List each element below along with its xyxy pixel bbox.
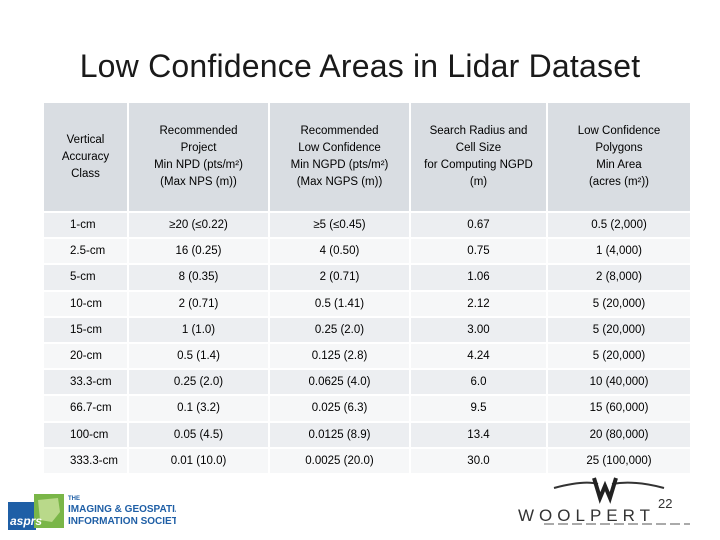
table-cell: 0.1 (3.2)	[128, 395, 270, 422]
table-cell: 1 (1.0)	[128, 316, 270, 343]
table-cell: 4 (0.50)	[269, 238, 411, 265]
table-cell: 5 (20,000)	[547, 316, 690, 343]
table-cell: 10-cm	[44, 290, 129, 317]
header-project-npd: Recommended Project Min NPD (pts/m²) (Ma…	[128, 103, 270, 212]
table-cell: 5-cm	[44, 264, 129, 291]
table-row: 15-cm 1 (1.0) 0.25 (2.0) 3.00 5 (20,000)	[44, 316, 690, 343]
table-cell: 33.3-cm	[44, 369, 129, 396]
table-cell: 1.06	[410, 264, 548, 291]
asprs-logo-map-shape	[38, 498, 60, 522]
table-row: 5-cm 8 (0.35) 2 (0.71) 1.06 2 (8,000)	[44, 264, 690, 291]
table-cell: 100-cm	[44, 421, 129, 448]
table-row: 100-cm 0.05 (4.5) 0.0125 (8.9) 13.4 20 (…	[44, 421, 690, 448]
table-cell: 0.25 (2.0)	[128, 369, 270, 396]
woolpert-arc-left	[553, 481, 599, 489]
table-cell: 2 (8,000)	[547, 264, 690, 291]
table-cell: 0.5 (2,000)	[547, 212, 690, 239]
woolpert-w-mark	[592, 477, 618, 504]
asprs-logo-blue-block	[8, 502, 36, 530]
table-cell: 2 (0.71)	[128, 290, 270, 317]
table-row: 333.3-cm 0.01 (10.0) 0.0025 (20.0) 30.0 …	[44, 447, 690, 473]
table-cell: 20 (80,000)	[547, 421, 690, 448]
table-row: 2.5-cm 16 (0.25) 4 (0.50) 0.75 1 (4,000)	[44, 238, 690, 265]
table-cell: 0.0625 (4.0)	[269, 369, 411, 396]
table-cell: 2 (0.71)	[269, 264, 411, 291]
woolpert-logo: WOOLPERT	[518, 477, 690, 525]
table-cell: 1-cm	[44, 212, 129, 239]
table-cell: 4.24	[410, 342, 548, 370]
table-cell: ≥20 (≤0.22)	[128, 212, 270, 239]
table-row: 10-cm 2 (0.71) 0.5 (1.41) 2.12 5 (20,000…	[44, 290, 690, 317]
table-cell: 0.5 (1.4)	[128, 342, 270, 370]
table-cell: ≥5 (≤0.45)	[269, 212, 411, 239]
slide-title: Low Confidence Areas in Lidar Dataset	[79, 48, 641, 84]
header-search-radius: Search Radius and Cell Size for Computin…	[410, 103, 548, 212]
table-cell: 0.0025 (20.0)	[269, 447, 411, 473]
specifications-table: Vertical Accuracy Class Recommended Proj…	[44, 103, 690, 473]
table-cell: 2.12	[410, 290, 548, 317]
header-low-confidence-ngpd: Recommended Low Confidence Min NGPD (pts…	[269, 103, 411, 212]
woolpert-arc-right	[611, 481, 665, 489]
table-cell: 15-cm	[44, 316, 129, 343]
asprs-logo: asprs THE IMAGING & GEOSPATIAL INFORMATI…	[8, 494, 176, 530]
table-cell: 8 (0.35)	[128, 264, 270, 291]
table-cell: 0.75	[410, 238, 548, 265]
asprs-logo-line2: IMAGING & GEOSPATIAL	[68, 504, 176, 515]
table-cell: 1 (4,000)	[547, 238, 690, 265]
asprs-logo-word: asprs	[10, 514, 42, 528]
table-cell: 20-cm	[44, 342, 129, 370]
table-header-row: Vertical Accuracy Class Recommended Proj…	[44, 103, 690, 212]
table-cell: 25 (100,000)	[547, 447, 690, 473]
table-cell: 16 (0.25)	[128, 238, 270, 265]
table-cell: 0.25 (2.0)	[269, 316, 411, 343]
table-cell: 2.5-cm	[44, 238, 129, 265]
table-cell: 13.4	[410, 421, 548, 448]
table-cell: 5 (20,000)	[547, 342, 690, 370]
table-cell: 6.0	[410, 369, 548, 396]
woolpert-word: WOOLPERT	[518, 506, 655, 525]
table-cell: 0.025 (6.3)	[269, 395, 411, 422]
table-cell: 0.05 (4.5)	[128, 421, 270, 448]
table-row: 20-cm 0.5 (1.4) 0.125 (2.8) 4.24 5 (20,0…	[44, 342, 690, 370]
table-cell: 3.00	[410, 316, 548, 343]
table-cell: 9.5	[410, 395, 548, 422]
header-polygon-min-area: Low Confidence Polygons Min Area (acres …	[547, 103, 690, 212]
table-cell: 0.125 (2.8)	[269, 342, 411, 370]
table-cell: 66.7-cm	[44, 395, 129, 422]
table-row: 33.3-cm 0.25 (2.0) 0.0625 (4.0) 6.0 10 (…	[44, 369, 690, 396]
table-cell: 0.01 (10.0)	[128, 447, 270, 473]
table-cell: 333.3-cm	[44, 447, 129, 473]
table-cell: 0.67	[410, 212, 548, 239]
page-number: 22	[658, 496, 673, 511]
table-cell: 10 (40,000)	[547, 369, 690, 396]
header-vertical-accuracy-class: Vertical Accuracy Class	[44, 103, 129, 212]
table-cell: 15 (60,000)	[547, 395, 690, 422]
asprs-logo-line1: THE	[68, 496, 80, 502]
table-row: 66.7-cm 0.1 (3.2) 0.025 (6.3) 9.5 15 (60…	[44, 395, 690, 422]
table-cell: 0.5 (1.41)	[269, 290, 411, 317]
table-cell: 30.0	[410, 447, 548, 473]
asprs-logo-line3: INFORMATION SOCIETY	[68, 516, 176, 527]
table-cell: 5 (20,000)	[547, 290, 690, 317]
table-cell: 0.0125 (8.9)	[269, 421, 411, 448]
table-row: 1-cm ≥20 (≤0.22) ≥5 (≤0.45) 0.67 0.5 (2,…	[44, 212, 690, 239]
